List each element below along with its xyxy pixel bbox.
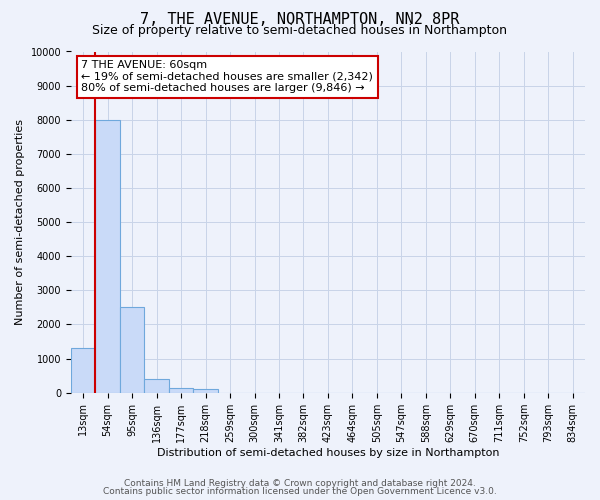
Bar bbox=[120, 308, 145, 392]
Text: Size of property relative to semi-detached houses in Northampton: Size of property relative to semi-detach… bbox=[92, 24, 508, 37]
Bar bbox=[145, 379, 169, 392]
Text: 7 THE AVENUE: 60sqm
← 19% of semi-detached houses are smaller (2,342)
80% of sem: 7 THE AVENUE: 60sqm ← 19% of semi-detach… bbox=[81, 60, 373, 93]
Text: 7, THE AVENUE, NORTHAMPTON, NN2 8PR: 7, THE AVENUE, NORTHAMPTON, NN2 8PR bbox=[140, 12, 460, 28]
X-axis label: Distribution of semi-detached houses by size in Northampton: Distribution of semi-detached houses by … bbox=[157, 448, 499, 458]
Text: Contains HM Land Registry data © Crown copyright and database right 2024.: Contains HM Land Registry data © Crown c… bbox=[124, 478, 476, 488]
Bar bbox=[169, 388, 193, 392]
Bar bbox=[95, 120, 120, 392]
Bar bbox=[193, 390, 218, 392]
Y-axis label: Number of semi-detached properties: Number of semi-detached properties bbox=[15, 119, 25, 325]
Text: Contains public sector information licensed under the Open Government Licence v3: Contains public sector information licen… bbox=[103, 487, 497, 496]
Bar bbox=[71, 348, 95, 393]
